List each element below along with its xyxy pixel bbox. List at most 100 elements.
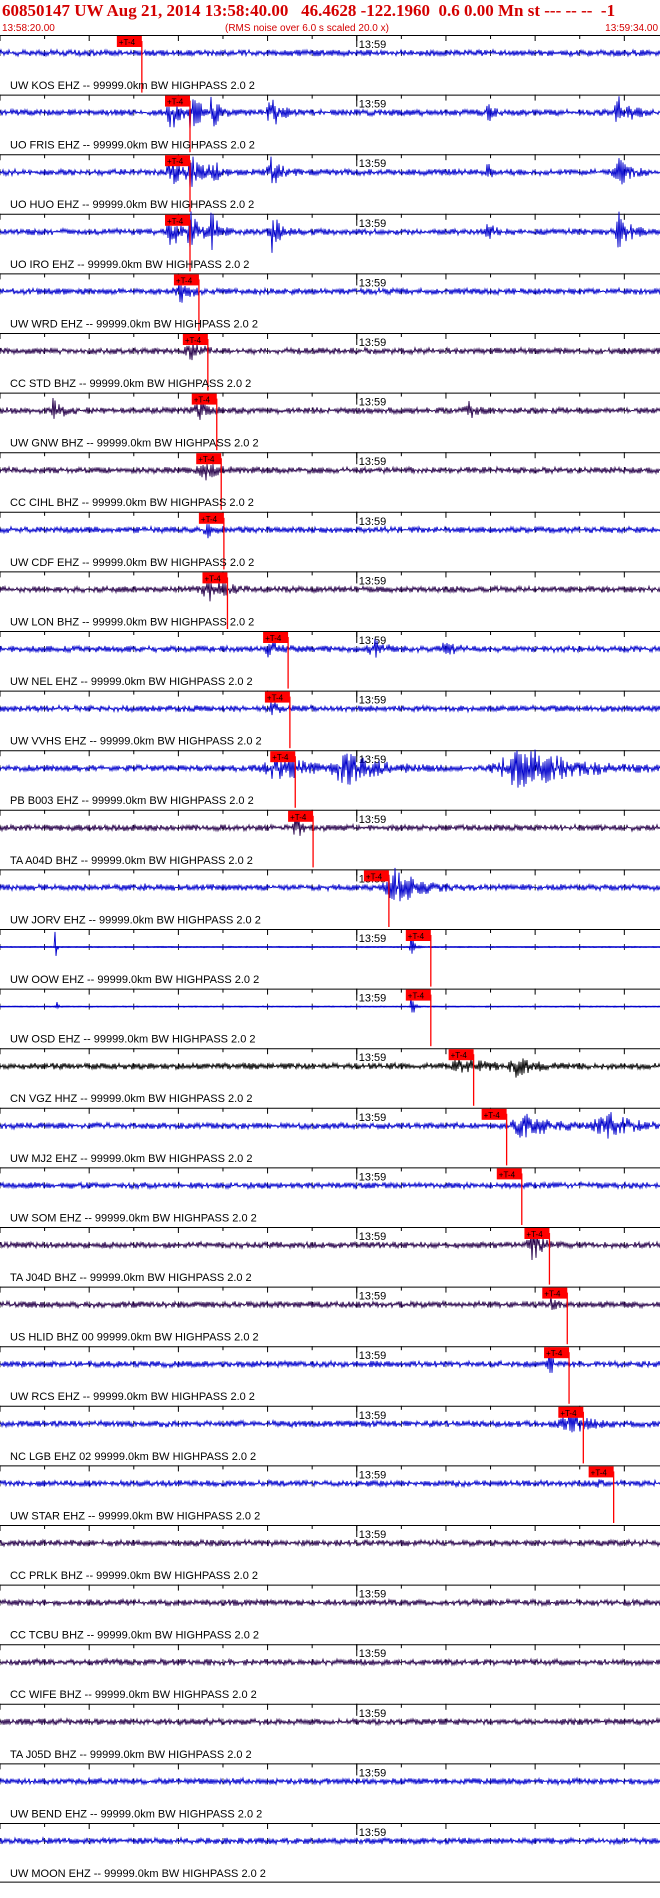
minute-label: 13:59: [359, 218, 387, 230]
seismogram-plot: 13:59 +T-4 UW KOS EHZ -- 99999.0km BW HIGH…: [0, 35, 660, 1883]
minute-label: 13:59: [359, 1052, 387, 1064]
station-label: UW NEL EHZ -- 99999.0km BW HIGHPASS 2.0 …: [10, 676, 253, 688]
station-label: UW CDF EHZ -- 99999.0km BW HIGHPASS 2.0 …: [10, 557, 254, 569]
pick-label: +T-4: [194, 396, 211, 405]
station-label: TA J05D BHZ -- 99999.0km BW HIGHPASS 2.0…: [10, 1749, 252, 1761]
pick-label: +T-4: [484, 1111, 501, 1120]
waveform-trace: [0, 463, 660, 481]
minute-label: 13:59: [359, 456, 387, 468]
waveform-trace: [0, 580, 660, 602]
pick-marker: [191, 393, 217, 405]
station-label: UW RCS EHZ -- 99999.0km BW HIGHPASS 2.0 …: [10, 1391, 255, 1403]
pick-marker: [202, 572, 228, 584]
station-label: TA J04D BHZ -- 99999.0km BW HIGHPASS 2.0…: [10, 1272, 252, 1284]
pick-marker: [481, 1108, 507, 1120]
minute-label: 13:59: [359, 277, 387, 289]
minute-label: 13:59: [359, 993, 387, 1005]
pick-marker: [363, 870, 389, 882]
station-label: CN VGZ HHZ -- 99999.0km BW HIGHPASS 2.0 …: [10, 1093, 252, 1105]
pick-label: +T-4: [167, 157, 184, 166]
minute-label: 13:59: [359, 337, 387, 349]
pick-marker: [182, 334, 208, 345]
pick-marker: [588, 1466, 614, 1478]
pick-label: +T-4: [290, 813, 307, 822]
waveform-trace: [0, 211, 660, 253]
waveform-trace: [0, 1836, 660, 1846]
waveform-trace: [0, 1346, 660, 1373]
station-label: UW JORV EHZ -- 99999.0km BW HIGHPASS 2.0…: [10, 914, 261, 926]
pick-marker: [165, 95, 190, 107]
waveform-trace: [0, 96, 660, 130]
station-label: UW KOS EHZ -- 99999.0km BW HIGHPASS 2.0 …: [10, 80, 255, 92]
pick-label: +T-4: [546, 1349, 563, 1358]
event-header-title: 60850147 UW Aug 21, 2014 13:58:40.00 46.…: [2, 1, 616, 20]
minute-label: 13:59: [359, 695, 387, 707]
waveform-trace: [0, 1112, 660, 1139]
minute-label: 13:59: [359, 1291, 387, 1303]
station-label: UO IRO EHZ -- 99999.0km BW HIGHPASS 2.0 …: [10, 259, 249, 271]
pick-marker: [496, 1168, 522, 1180]
pick-label: +T-4: [185, 336, 202, 345]
station-label: TA A04D BHZ -- 99999.0km BW HIGHPASS 2.0…: [10, 855, 253, 867]
pick-marker: [198, 512, 224, 524]
pick-label: +T-4: [560, 1409, 577, 1418]
pick-label: +T-4: [408, 932, 425, 941]
pick-label: +T-4: [408, 992, 425, 1001]
station-label: UW BEND EHZ -- 99999.0km BW HIGHPASS 2.0…: [10, 1808, 262, 1820]
pick-label: +T-4: [204, 574, 221, 583]
pick-marker: [165, 155, 190, 167]
start-time-label: 13:58:20.00: [2, 23, 55, 34]
minute-label: 13:59: [359, 1589, 387, 1601]
pick-label: +T-4: [201, 515, 218, 524]
waveform-trace: [0, 1180, 660, 1191]
pick-marker: [116, 36, 142, 47]
minute-label: 13:59: [359, 1529, 387, 1541]
station-label: UW LON BHZ -- 99999.0km BW HIGHPASS 2.0 …: [10, 616, 254, 628]
station-label: CC WIFE BHZ -- 99999.0km BW HIGHPASS 2.0…: [10, 1689, 257, 1701]
waveform-trace: [0, 1057, 660, 1078]
station-label: US HLID BHZ 00 99999.0km BW HIGHPASS 2.0…: [10, 1332, 259, 1344]
station-label: UW OOW EHZ -- 99999.0km BW HIGHPASS 2.0 …: [10, 974, 259, 986]
pick-marker: [270, 751, 296, 763]
minute-label: 13:59: [359, 635, 387, 647]
waveform-trace: [0, 1478, 660, 1489]
station-label: UO FRIS EHZ -- 99999.0km BW HIGHPASS 2.0…: [10, 140, 255, 152]
waveform-trace: [0, 1716, 660, 1727]
waveform-trace: [0, 638, 660, 658]
station-label: UW GNW BHZ -- 99999.0km BW HIGHPASS 2.0 …: [10, 438, 259, 450]
waveform-trace: [0, 48, 660, 58]
minute-label: 13:59: [359, 1827, 387, 1839]
waveform-trace: [0, 1411, 660, 1433]
minute-label: 13:59: [359, 1469, 387, 1481]
waveform-trace: [0, 397, 660, 420]
pick-marker: [405, 989, 431, 1001]
waveform-trace: [0, 1597, 660, 1608]
pick-label: +T-4: [451, 1051, 468, 1060]
pick-marker: [524, 1228, 550, 1239]
pick-label: +T-4: [176, 276, 193, 285]
waveform-trace: [0, 1538, 660, 1548]
end-time-label: 13:59:34.00: [605, 23, 658, 34]
waveform-trace: [0, 1776, 660, 1787]
minute-label: 13:59: [359, 99, 387, 111]
pick-label: +T-4: [167, 217, 184, 226]
minute-label: 13:59: [359, 1171, 387, 1183]
pick-label: +T-4: [167, 98, 184, 107]
waveform-trace: [0, 282, 660, 303]
station-label: UW OSD EHZ -- 99999.0km BW HIGHPASS 2.0 …: [10, 1034, 256, 1046]
pick-marker: [405, 930, 431, 941]
waveform-trace: [0, 749, 660, 788]
minute-label: 13:59: [359, 39, 387, 51]
rms-noise-note: (RMS noise over 6.0 s scaled 20.0 x): [225, 23, 389, 34]
pick-marker: [263, 632, 289, 643]
pick-label: +T-4: [366, 872, 383, 881]
station-label: CC TCBU BHZ -- 99999.0km BW HIGHPASS 2.0…: [10, 1630, 259, 1642]
pick-marker: [165, 214, 190, 226]
minute-label: 13:59: [359, 933, 387, 945]
minute-label: 13:59: [359, 575, 387, 587]
minute-label: 13:59: [359, 1231, 387, 1243]
pick-label: +T-4: [591, 1468, 608, 1477]
station-label: CC PRLK BHZ -- 99999.0km BW HIGHPASS 2.0…: [10, 1570, 258, 1582]
station-label: UW STAR EHZ -- 99999.0km BW HIGHPASS 2.0…: [10, 1510, 260, 1522]
pick-label: +T-4: [544, 1290, 561, 1299]
